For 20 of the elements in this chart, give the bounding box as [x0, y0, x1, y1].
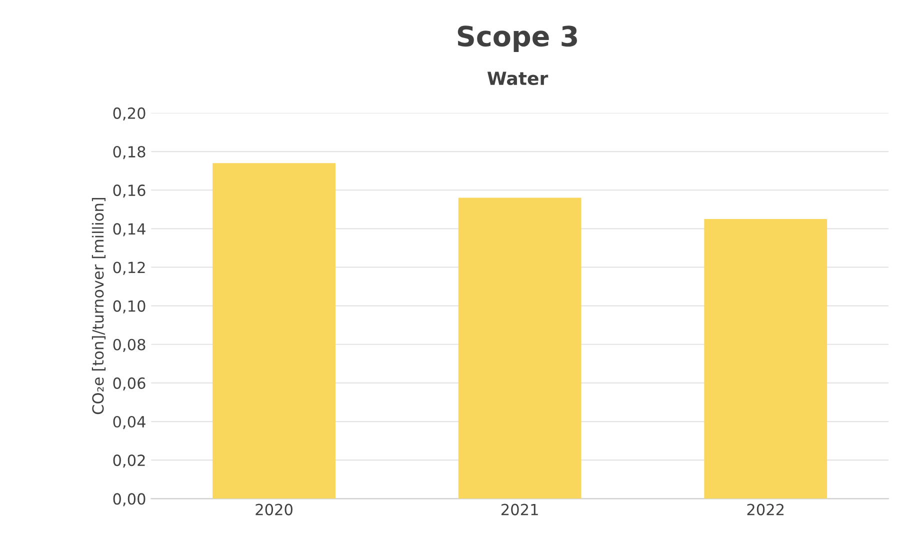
y-tick-label: 0,16 — [113, 184, 146, 198]
y-tick-label: 0,14 — [113, 223, 146, 236]
x-tick-label: 2021 — [502, 504, 538, 516]
chart-subtitle: Water — [487, 72, 548, 86]
bar — [458, 198, 582, 499]
y-tick-label: 0,02 — [113, 454, 145, 468]
y-tick-label: 0,00 — [113, 493, 146, 506]
y-tick-label: 0,18 — [113, 146, 146, 160]
chart-title: Scope 3 — [458, 26, 577, 52]
y-tick-label: 0,12 — [113, 262, 145, 275]
y-axis-title: CO₂e [ton]/turnover [million] — [92, 198, 106, 414]
y-tick-label: 0,04 — [113, 416, 146, 430]
bar — [704, 219, 828, 499]
bar — [212, 163, 336, 499]
x-tick-label: 2020 — [256, 504, 292, 516]
y-tick-label: 0,10 — [113, 300, 146, 314]
y-tick-label: 0,06 — [113, 377, 146, 391]
y-tick-label: 0,08 — [113, 338, 146, 352]
y-tick-label: 0,20 — [113, 107, 146, 121]
x-tick-label: 2022 — [747, 504, 784, 516]
